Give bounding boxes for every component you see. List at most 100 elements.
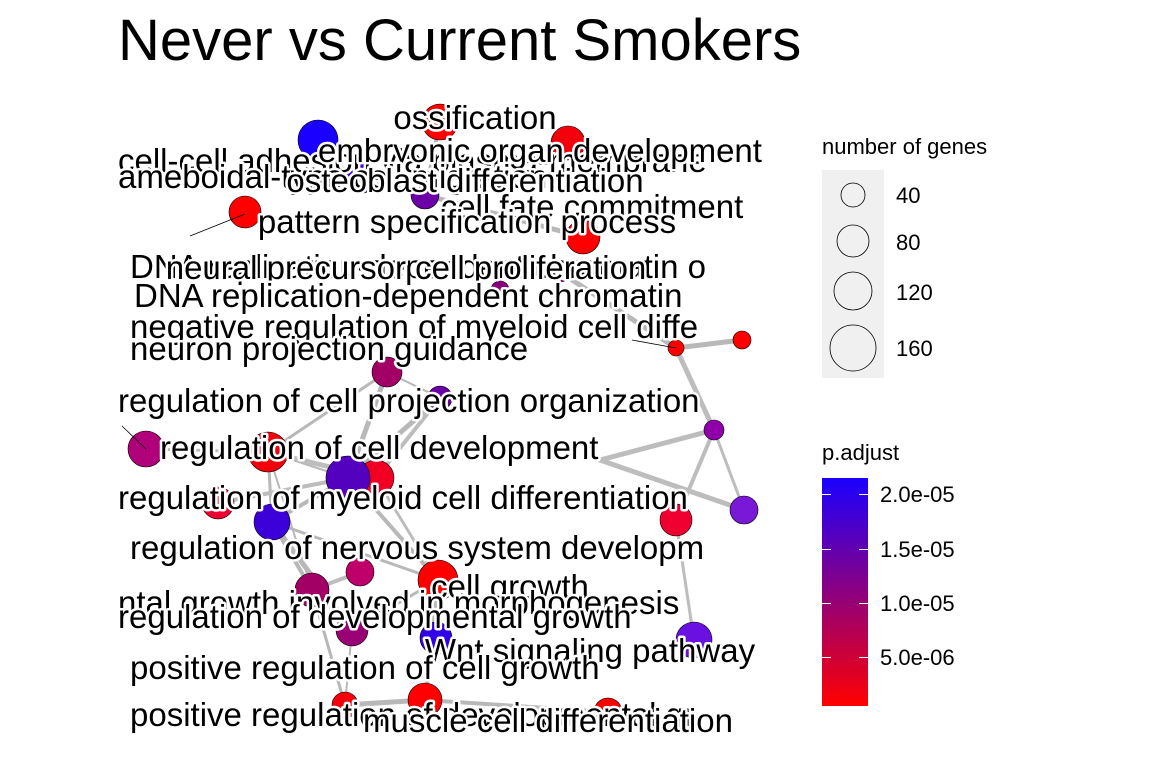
color-tick-left xyxy=(822,657,831,658)
node-label-halo: negative regulation of myeloid cell diff… xyxy=(130,308,698,345)
size-legend-label-40: 40 xyxy=(896,183,921,208)
network-node xyxy=(294,572,330,608)
node-label-halo: regulation of developmental growth xyxy=(118,598,632,635)
node-label: cell growth xyxy=(431,568,589,605)
network-node xyxy=(421,103,459,141)
color-tick-left xyxy=(822,603,831,604)
network-edge xyxy=(144,447,270,454)
network-edge xyxy=(422,192,586,240)
node-label: regulation of cell projection organizati… xyxy=(118,382,700,419)
node-label-halo: neuron projection guidance xyxy=(130,330,528,367)
network-node xyxy=(550,125,586,161)
network-edge xyxy=(673,345,717,433)
node-label-halo: regulation of nervous system developm xyxy=(130,529,704,566)
network-node xyxy=(345,557,375,587)
network-node xyxy=(675,621,713,659)
node-label: pattern specification process xyxy=(258,203,676,240)
color-tick-left xyxy=(822,494,831,495)
color-tick-right xyxy=(859,603,868,604)
chart-title: Never vs Current Smokers xyxy=(118,8,802,73)
network-edge xyxy=(266,370,389,454)
color-legend-label-1e-05: 1.0e-05 xyxy=(880,591,955,616)
network-node xyxy=(593,697,623,727)
node-label-halo: cell-cell adhesion via plasma-membrane xyxy=(118,142,707,179)
node-label-halo: positive regulation of developmental gr xyxy=(130,696,695,733)
network-edge xyxy=(673,337,745,351)
size-legend-circle xyxy=(829,324,877,372)
network-node xyxy=(346,162,378,194)
color-legend-title: p.adjust xyxy=(822,440,900,465)
node-label-halo: muscle cell differentiation xyxy=(363,702,733,739)
network-edge xyxy=(597,457,747,513)
node-label-halo: cell growth xyxy=(431,568,589,605)
color-legend-label-2e-05: 2.0e-05 xyxy=(880,482,955,507)
network-node xyxy=(419,621,453,655)
network-edge xyxy=(423,698,610,714)
network-node xyxy=(325,455,371,501)
node-label: cell-cell adhesion via plasma-membrane xyxy=(118,142,707,179)
size-legend-circle xyxy=(836,224,870,258)
node-label: DNA replication-dependent chromatin xyxy=(134,277,682,314)
node-label: ntal growth involved in morphogenesis xyxy=(118,584,679,621)
node-label: regulation of nervous system developm xyxy=(130,529,704,566)
node-label: muscle cell differentiation xyxy=(363,702,733,739)
node-label-halo: regulation of cell projection organizati… xyxy=(118,382,700,419)
network-node xyxy=(253,503,291,541)
node-label: osteoblast differentiation xyxy=(286,162,643,199)
node-label-halo: embryonic organ development xyxy=(318,132,762,169)
color-tick-left xyxy=(822,549,831,550)
node-label: regulation of cell development xyxy=(160,429,598,466)
node-label-halo: pattern specification process xyxy=(258,203,676,240)
size-legend-label-120: 120 xyxy=(896,280,933,305)
node-label-halo: ossification xyxy=(393,99,556,136)
node-label: DNA replication-dependent chromatin o xyxy=(130,248,706,285)
network-node xyxy=(228,195,262,229)
node-label-halo: neural precursor cell proliferation xyxy=(166,249,647,286)
node-label: embryonic organ development xyxy=(318,132,762,169)
network-node xyxy=(297,119,339,161)
node-label-halo: regulation of cell development xyxy=(160,429,598,466)
label-leader-line xyxy=(121,425,147,450)
node-label-halo: positive regulation of cell growth xyxy=(130,649,600,686)
network-node xyxy=(417,559,459,601)
label-leader-line xyxy=(631,339,677,349)
size-legend-title: number of genes xyxy=(822,134,988,159)
color-legend-label-1.5e-05: 1.5e-05 xyxy=(880,537,955,562)
network-edge xyxy=(310,588,347,707)
node-label-halo: regulation of myeloid cell differentiati… xyxy=(118,479,688,516)
size-legend-label-80: 80 xyxy=(896,230,921,255)
size-legend-circle xyxy=(833,271,873,311)
node-label: ossification xyxy=(393,99,556,136)
size-legend-circles xyxy=(829,182,877,372)
network-edge xyxy=(597,427,717,463)
network-node xyxy=(247,431,289,473)
network-node xyxy=(427,385,453,411)
color-legend-label-5e-06: 5.0e-06 xyxy=(880,645,955,670)
network-node xyxy=(201,486,235,520)
network-node xyxy=(410,180,440,210)
node-label: ameboidal-type cell migration xyxy=(118,158,547,195)
network-node xyxy=(335,613,369,647)
node-label: regulation of developmental growth xyxy=(118,598,632,635)
network-edge xyxy=(557,269,679,351)
network-node xyxy=(331,691,359,719)
node-label-halo: osteoblast differentiation xyxy=(286,162,643,199)
network-node xyxy=(407,682,443,718)
network-node xyxy=(732,330,752,350)
color-tick-right xyxy=(859,549,868,550)
node-label: regulation of myeloid cell differentiati… xyxy=(118,479,688,516)
network-node xyxy=(371,356,403,388)
color-tick-right xyxy=(859,657,868,658)
color-legend-bar xyxy=(822,478,868,706)
node-label: positive regulation of cell growth xyxy=(130,649,600,686)
node-label: negative regulation of myeloid cell diff… xyxy=(130,308,698,345)
network-edge xyxy=(270,520,440,582)
node-label-halo: ntal growth involved in morphogenesis xyxy=(118,584,679,621)
network-edge xyxy=(346,476,440,582)
label-leader-line xyxy=(189,213,246,237)
color-tick-right xyxy=(859,494,868,495)
node-label: Wnt signaling pathway xyxy=(425,632,756,669)
node-label-halo: ameboidal-type cell migration xyxy=(118,158,547,195)
size-legend-circle xyxy=(840,182,866,208)
